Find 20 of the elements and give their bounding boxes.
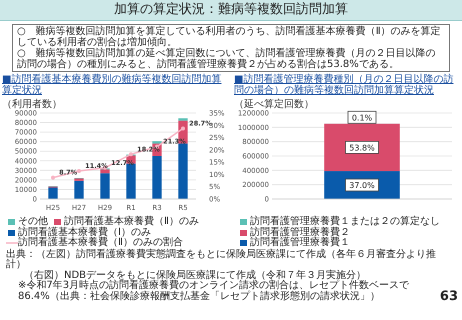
legend-label: 訪問看護管理療養費１または２の算定なし (250, 216, 440, 227)
source-note: 出典：（左図）訪問看護療養費実態調査をもとに保険局医療課にて作成（各年６月審査分より推計） (6, 248, 437, 270)
legend-label: 訪問看護基本療養費（Ⅰ）のみ (18, 226, 151, 238)
text: 加算の算定状況：難病等複数回訪問加算 (0, 0, 462, 21)
y-axis-title: （延べ算定回数） (234, 98, 314, 110)
annotation: 0.1% (352, 113, 373, 122)
legend-label: 訪問看護管理療養費１ (250, 237, 350, 248)
text: ※令和7年3月時点の訪問看護療養費のオンライン請求の割合は、レセプト件数ベースで86.4%（出典：社会保険診療報酬支払基金「レセプト請求形態別の請求状況」） (17, 280, 410, 302)
text: ○ 難病等複数回訪問加算を算定している利用者のうち、訪問看護基本療養費（Ⅱ）のみを算定している利用者の割合は増加傾向。 ○ 難病等複数回訪問加算の延べ算定回数について、訪問看護管理療養費（月の２日目以降の訪問の場合）の種別にみると、訪問看護管理療養費２が占める割合は53.8%である。 (12, 24, 450, 72)
y-axis-title: （利用者数） (2, 98, 62, 110)
legend-label: その他 (18, 216, 48, 227)
chart-title: ■訪問看護基本療養費別の難病等複数回訪問加算算定状況 (1, 74, 222, 97)
text: 63 (440, 288, 458, 304)
legend-label: 訪問看護管理療養費２ (250, 226, 350, 238)
chart-title: ■訪問看護管理療養費種別（月の２日目以降の訪問の場合）の難病等複数回訪問加算算定状況 (233, 74, 454, 97)
text: （右図）NDBデータをもとに保険局医療課にて作成（令和７年３月実施分） (23, 270, 366, 280)
annotation: 37.0% (349, 181, 376, 190)
legend-label: 訪問看護基本療養費（Ⅱ）のみの割合 (18, 237, 183, 248)
annotation: 53.8% (349, 143, 376, 152)
legend-label: 訪問看護基本療養費（Ⅱ）のみ (64, 216, 199, 227)
